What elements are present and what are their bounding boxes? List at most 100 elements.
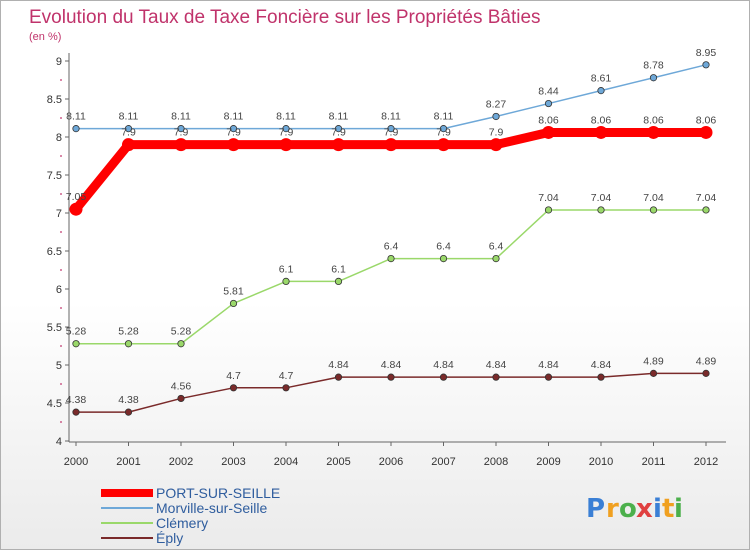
data-point: [177, 340, 185, 348]
y-tick-label: 7: [56, 208, 62, 220]
data-label: 6.4: [384, 241, 399, 253]
data-point: [492, 373, 500, 381]
data-point: [437, 138, 450, 152]
data-label: 8.11: [224, 111, 244, 123]
data-label: 8.06: [643, 114, 664, 126]
data-point: [122, 138, 135, 152]
data-point: [282, 277, 290, 285]
data-label: 4.56: [171, 380, 192, 392]
y-tick-label: 6: [56, 284, 62, 296]
data-point: [649, 206, 658, 214]
legend: PORT-SUR-SEILLEMorville-sur-SeilleClémer…: [101, 485, 280, 546]
legend-label: Morville-sur-Seille: [156, 500, 267, 516]
data-label: 8.06: [538, 114, 559, 126]
data-label: 6.1: [279, 263, 294, 275]
x-tick-label: 2006: [379, 456, 403, 468]
data-point: [334, 277, 343, 285]
data-label: 8.78: [643, 60, 664, 72]
data-label: 8.06: [696, 114, 717, 126]
x-tick-label: 2003: [221, 456, 245, 468]
data-label: 8.11: [119, 111, 139, 123]
data-label: 4.84: [433, 359, 454, 371]
data-point: [124, 408, 133, 416]
data-point: [594, 125, 608, 139]
data-label: 5.28: [118, 326, 139, 338]
chart-title: Evolution du Taux de Taxe Foncière sur l…: [29, 7, 541, 28]
y-minor-tick: [60, 269, 62, 271]
data-point: [492, 255, 500, 263]
x-tick-label: 2001: [116, 456, 140, 468]
y-minor-tick: [60, 383, 62, 385]
data-point: [702, 61, 710, 69]
data-point: [72, 125, 80, 133]
y-tick-label: 8: [56, 132, 62, 144]
data-point: [387, 373, 395, 381]
data-point: [229, 299, 238, 308]
data-point: [229, 125, 238, 133]
logo-letter: P: [586, 494, 605, 524]
x-tick-label: 2004: [274, 456, 298, 468]
data-point: [702, 369, 710, 377]
data-label: 4.38: [66, 394, 87, 406]
logo-letter: i: [653, 494, 662, 524]
data-label: 7.9: [384, 127, 399, 139]
logo-letter: x: [636, 494, 653, 524]
data-point: [597, 206, 605, 214]
data-point: [597, 87, 605, 95]
data-point: [439, 125, 448, 133]
y-tick-label: 7.5: [47, 170, 62, 182]
y-minor-tick: [60, 345, 62, 347]
y-minor-tick: [60, 307, 62, 309]
y-minor-tick: [60, 421, 62, 423]
data-point: [439, 255, 448, 263]
data-label: 6.4: [436, 241, 451, 253]
data-label: 7.04: [538, 192, 559, 204]
data-label: 4.84: [591, 359, 612, 371]
data-point: [69, 202, 83, 216]
y-tick-label: 9: [56, 56, 62, 68]
axes: 4 4.5 5 5.5 6 6.5 7 7.5 8 8.5 9 2000 2001 2002 2003 200…: [47, 53, 726, 468]
chart-subtitle: (en %): [29, 31, 61, 43]
data-label: 8.11: [276, 111, 296, 123]
data-label: 7.05: [66, 191, 87, 203]
data-label: 4.84: [381, 359, 402, 371]
data-point: [597, 373, 605, 381]
x-tick-label: 2000: [64, 456, 88, 468]
y-tick-label: 5: [56, 360, 62, 372]
data-label: 8.95: [696, 47, 717, 59]
data-label: 7.04: [591, 192, 612, 204]
data-label: 7.9: [121, 127, 136, 139]
data-label: 6.4: [489, 241, 504, 253]
logo-letter: o: [619, 494, 637, 524]
data-label: 5.28: [171, 326, 192, 338]
data-point: [282, 125, 290, 133]
data-point: [699, 125, 713, 139]
y-tick-label: 8.5: [47, 94, 62, 106]
legend-label: PORT-SUR-SEILLE: [156, 485, 280, 501]
data-label: 7.9: [489, 127, 504, 139]
data-label: 8.11: [434, 111, 454, 123]
data-point: [177, 394, 185, 403]
data-label: 4.7: [226, 370, 241, 382]
data-label: 8.11: [329, 111, 349, 123]
y-minor-tick: [60, 231, 62, 233]
x-tick-label: 2012: [694, 456, 718, 468]
series-line-2: [75, 209, 707, 345]
data-point: [647, 125, 660, 139]
data-point: [649, 369, 658, 377]
y-minor-tick: [60, 193, 62, 195]
data-point: [544, 99, 553, 108]
data-label: 5.28: [66, 326, 87, 338]
data-point: [387, 125, 395, 133]
y-tick-label: 4: [56, 436, 62, 448]
x-tick-label: 2005: [326, 456, 350, 468]
x-tick-label: 2002: [169, 456, 193, 468]
y-tick-label: 6.5: [47, 246, 62, 258]
x-tick-label: 2011: [642, 456, 666, 468]
logo-letter: t: [662, 494, 674, 524]
data-label: 7.9: [436, 127, 451, 139]
data-label: 8.11: [66, 111, 86, 123]
